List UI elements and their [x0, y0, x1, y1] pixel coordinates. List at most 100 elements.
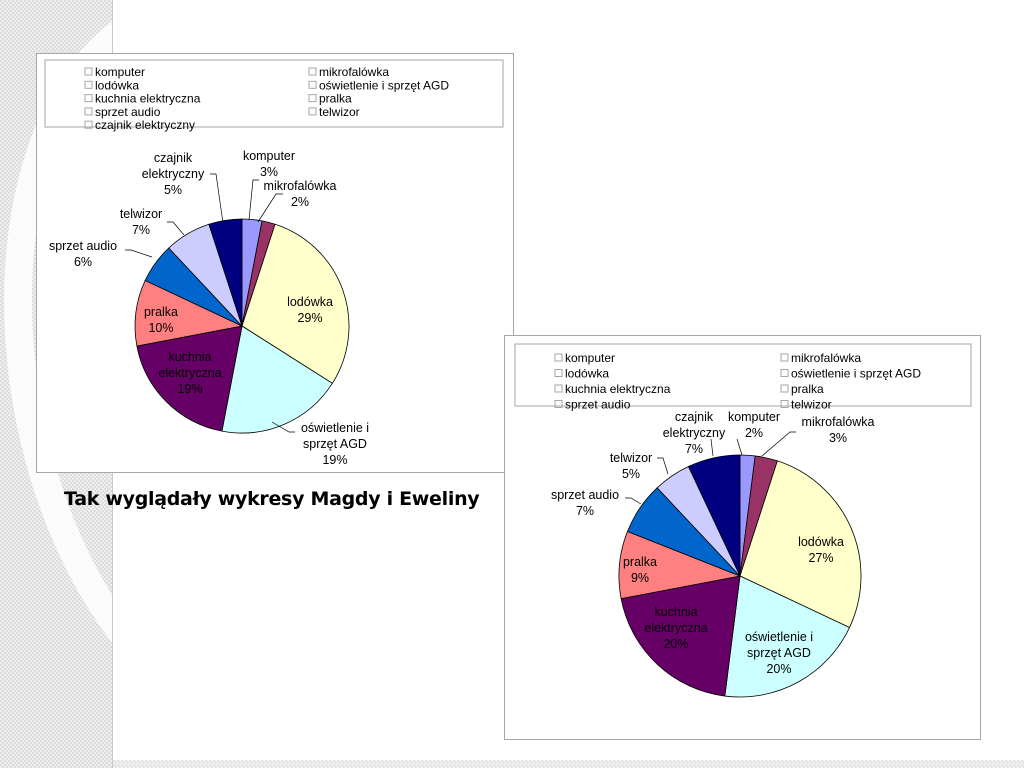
data-label-value: 3%: [260, 165, 278, 179]
legend-item-telwizor: telwizor: [780, 398, 832, 412]
bottom-pattern-strip: [113, 760, 1024, 768]
data-label-lodówka: lodówka 27%: [798, 535, 844, 565]
data-label-lodówka: lodówka 29%: [287, 295, 333, 325]
legend-frame: [44, 59, 504, 128]
legend-item-kuchnia-elektryczna: kuchnia elektryczna: [84, 92, 201, 106]
data-label-name: telwizor: [120, 207, 162, 221]
data-label-name: czajnik: [154, 151, 193, 165]
legend-item-pralka: pralka: [308, 92, 352, 106]
data-label-name: telwizor: [610, 451, 652, 465]
legend-item-oświetlenie-i-sprzęt-agd: oświetlenie i sprzęt AGD: [308, 78, 449, 92]
legend: komputer mikrofalówka lodówka oświetlenie i…: [44, 59, 504, 132]
data-label-name: sprzet audio: [49, 239, 117, 253]
data-label-name: mikrofalówka: [802, 415, 875, 429]
legend-item-lodówka: lodówka: [554, 367, 609, 381]
data-label-value: 10%: [148, 321, 173, 335]
data-label-telwizor: telwizor 7%: [120, 207, 162, 237]
data-labels: komputer 3%mikrofalówka 2% lodówka 29% oświet…: [49, 149, 369, 467]
leader-line: [625, 497, 642, 505]
legend-swatch: [84, 120, 93, 129]
data-label-pralka: pralka 10%: [144, 305, 178, 335]
data-label-mikrofalówka: mikrofalówka 3%: [802, 415, 875, 445]
data-label-name: komputer: [243, 149, 295, 163]
slide-caption: Tak wyglądały wykresy Magdy i Eweliny: [64, 488, 480, 510]
legend-swatch: [554, 400, 563, 408]
legend: komputer mikrofalówka lodówka oświetlenie i…: [514, 343, 972, 412]
legend-label: oświetlenie i sprzęt AGD: [791, 367, 921, 381]
leader-line: [257, 193, 283, 223]
data-label-value: 20%: [663, 637, 688, 651]
legend-label: mikrofalówka: [791, 351, 861, 365]
pie-slice-lodówka: [739, 460, 862, 629]
pie-chart-1: komputer mikrofalówka lodówka oświetlenie i…: [44, 59, 504, 467]
legend-swatch: [308, 94, 317, 103]
data-label-oświetlenie-i-sprzęt-agd: oświetlenie i sprzęt AGD 19%: [301, 421, 369, 467]
legend-label: sprzet audio: [95, 105, 161, 119]
data-label-name: elektryczny: [142, 167, 205, 181]
data-label-name: elektryczna: [644, 621, 707, 635]
pie-slices: [134, 218, 350, 434]
legend-item-komputer: komputer: [554, 351, 615, 365]
data-label-value: 19%: [177, 382, 202, 396]
legend-swatch: [84, 67, 93, 76]
legend-label: kuchnia elektryczna: [95, 92, 201, 106]
data-label-czajnik-elektryczny: czajnik elektryczny 5%: [142, 151, 205, 197]
data-label-sprzet-audio: sprzet audio 6%: [49, 239, 117, 269]
data-label-value: 3%: [829, 431, 847, 445]
legend-swatch: [84, 107, 93, 116]
legend-label: komputer: [565, 351, 615, 365]
data-label-name: elektryczna: [158, 366, 221, 380]
legend-label: komputer: [95, 65, 145, 79]
pie-slice-kuchnia-elektryczna: [136, 325, 243, 432]
leader-line: [710, 438, 714, 457]
legend-item-pralka: pralka: [780, 382, 824, 396]
leader-line: [210, 173, 224, 224]
pie-slice-kuchnia-elektryczna: [620, 575, 741, 697]
data-label-czajnik-elektryczny: czajnik elektryczny 7%: [663, 410, 726, 456]
data-label-value: 7%: [132, 223, 150, 237]
data-label-name: sprzęt AGD: [303, 437, 367, 451]
legend-swatch: [84, 94, 93, 103]
data-label-value: 5%: [164, 183, 182, 197]
legend-item-mikrofalówka: mikrofalówka: [308, 65, 389, 79]
legend-swatch: [554, 384, 563, 393]
legend-swatch: [554, 353, 563, 362]
pie-slice-oświetlenie-i-sprzęt-agd: [724, 575, 851, 698]
data-label-kuchnia-elektryczna: kuchnia elektryczna 20%: [644, 605, 707, 651]
data-label-name: lodówka: [287, 295, 333, 309]
legend-item-lodówka: lodówka: [84, 78, 139, 92]
legend-frame: [514, 343, 972, 407]
legend-swatch: [308, 67, 317, 76]
data-label-value: 7%: [685, 442, 703, 456]
legend-swatch: [308, 107, 317, 116]
data-label-name: oświetlenie i: [745, 630, 813, 644]
data-labels: komputer 2% mikrofalówka 3% lodówka 27% oświet…: [551, 410, 875, 676]
data-label-value: 2%: [291, 195, 309, 209]
data-label-name: kuchnia: [654, 605, 697, 619]
legend-swatch: [308, 80, 317, 89]
data-label-komputer: komputer 2%: [728, 410, 780, 440]
legend-label: telwizor: [791, 398, 832, 412]
data-label-mikrofalówka: mikrofalówka 2%: [264, 179, 337, 209]
legend-swatch: [780, 369, 789, 377]
legend-swatch: [780, 353, 789, 362]
pie-slice-oświetlenie-i-sprzęt-agd: [221, 325, 333, 434]
leader-line: [736, 438, 743, 456]
legend-label: mikrofalówka: [319, 65, 389, 79]
leader-line: [167, 221, 185, 236]
data-label-name: kuchnia: [168, 350, 211, 364]
legend-item-telwizor: telwizor: [308, 105, 360, 119]
legend-swatch: [84, 80, 93, 89]
legend-item-oświetlenie-i-sprzęt-agd: oświetlenie i sprzęt AGD: [780, 367, 921, 381]
legend-item-czajnik-elektryczny: czajnik elektryczny: [84, 118, 195, 132]
data-label-kuchnia-elektryczna: kuchnia elektryczna 19%: [158, 350, 221, 396]
data-label-name: komputer: [728, 410, 780, 424]
data-label-name: czajnik: [675, 410, 714, 424]
legend-label: czajnik elektryczny: [95, 118, 195, 132]
data-label-value: 5%: [622, 467, 640, 481]
legend-label: sprzet audio: [565, 398, 631, 412]
data-label-komputer: komputer 3%: [243, 149, 295, 179]
data-label-pralka: pralka 9%: [623, 555, 657, 585]
data-label-name: elektryczny: [663, 426, 726, 440]
data-label-name: pralka: [144, 305, 178, 319]
